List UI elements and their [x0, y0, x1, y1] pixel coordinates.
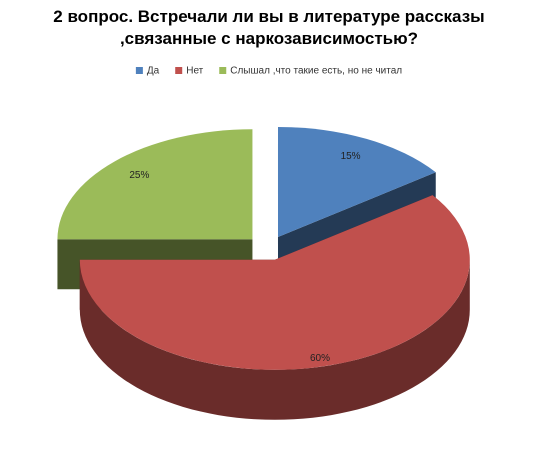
legend-label: Слышал ,что такие есть, но не читал	[230, 66, 402, 77]
data-label: 25%	[129, 170, 149, 181]
slice	[79, 195, 470, 370]
legend-item: Слышал ,что такие есть, но не читал	[219, 66, 402, 77]
slice	[57, 129, 253, 240]
slice	[277, 126, 436, 237]
data-label: 60%	[310, 353, 330, 364]
legend-label: Нет	[186, 66, 203, 77]
legend-swatch	[175, 67, 183, 74]
legend-label: Да	[147, 66, 160, 77]
data-label: 15%	[341, 151, 361, 162]
chart-title: 2 вопрос. Встречали ли вы в литературе р…	[53, 7, 485, 48]
slice-side	[79, 259, 470, 420]
legend-item: Нет	[175, 66, 204, 77]
legend-item: Да	[135, 66, 160, 77]
legend-swatch	[135, 67, 143, 74]
legend-swatch	[219, 67, 227, 74]
